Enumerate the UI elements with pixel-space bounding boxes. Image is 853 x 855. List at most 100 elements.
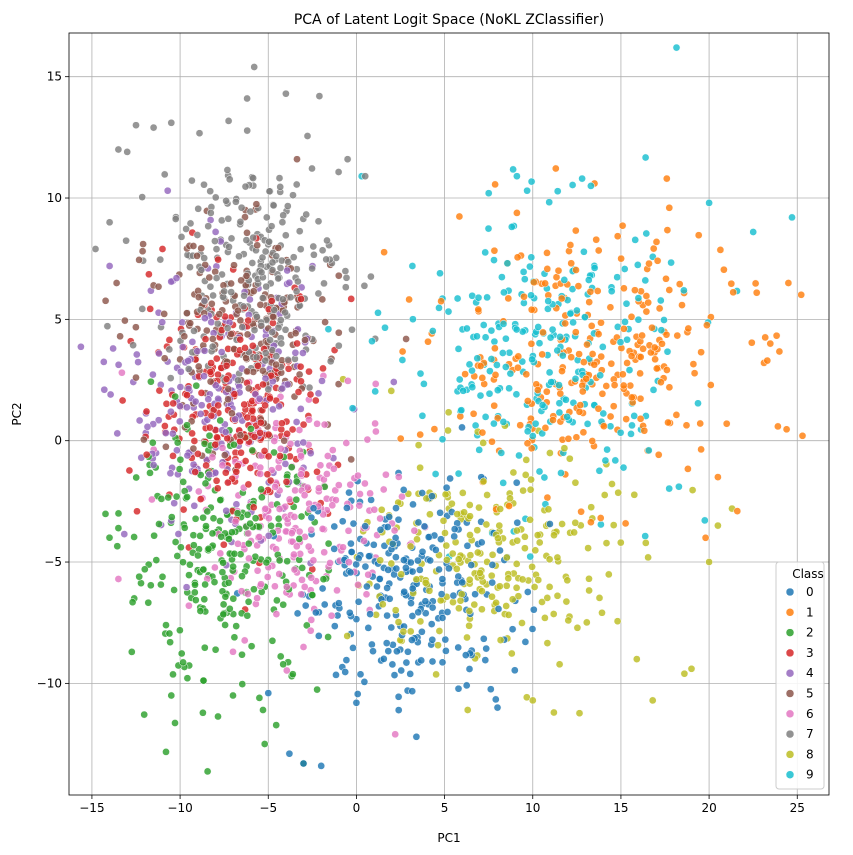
point-class-9	[657, 326, 666, 335]
point-class-1	[697, 445, 705, 454]
point-class-8	[513, 526, 521, 535]
point-class-1	[527, 305, 536, 314]
point-class-0	[409, 500, 417, 509]
point-class-1	[588, 437, 597, 445]
point-class-7	[257, 321, 266, 330]
point-class-3	[294, 388, 303, 396]
point-class-5	[162, 442, 170, 451]
point-class-1	[642, 307, 651, 316]
point-class-1	[572, 433, 581, 442]
y-tick-label: 15	[47, 70, 62, 84]
point-class-8	[466, 531, 474, 539]
point-class-2	[210, 578, 219, 586]
point-class-5	[228, 409, 236, 418]
point-class-8	[563, 576, 572, 585]
point-class-8	[495, 521, 504, 530]
point-class-7	[91, 245, 100, 253]
point-class-5	[160, 310, 169, 318]
point-class-4	[291, 348, 300, 357]
point-class-3	[194, 450, 202, 458]
point-class-7	[186, 263, 194, 272]
point-class-1	[663, 366, 671, 374]
point-class-5	[180, 332, 189, 341]
point-class-5	[101, 296, 110, 305]
point-class-0	[438, 614, 447, 622]
point-class-7	[105, 218, 114, 227]
point-class-1	[618, 370, 627, 379]
point-class-0	[420, 522, 429, 531]
point-class-9	[544, 297, 553, 305]
point-class-9	[545, 368, 554, 377]
point-class-7	[193, 231, 202, 239]
point-class-2	[238, 572, 246, 581]
point-class-9	[465, 360, 474, 369]
point-class-8	[531, 546, 540, 555]
point-class-7	[206, 209, 215, 217]
point-class-6	[309, 556, 318, 565]
point-class-1	[638, 331, 646, 340]
legend-marker-5	[785, 689, 795, 698]
point-class-3	[133, 507, 141, 516]
point-class-8	[518, 619, 526, 627]
x-tick-label: −10	[167, 801, 192, 815]
point-class-9	[454, 345, 463, 353]
point-class-3	[211, 440, 220, 449]
y-tick-label: 10	[47, 191, 62, 205]
point-class-2	[272, 721, 281, 729]
point-class-6	[307, 616, 316, 624]
point-class-0	[346, 568, 355, 577]
point-class-8	[399, 627, 408, 636]
point-class-8	[613, 617, 622, 626]
point-class-2	[230, 549, 239, 558]
point-class-7	[265, 237, 273, 246]
point-class-9	[535, 467, 544, 476]
point-class-6	[354, 580, 362, 589]
point-class-9	[474, 293, 483, 302]
point-class-8	[479, 477, 488, 486]
point-class-3	[244, 480, 253, 489]
point-class-1	[516, 421, 525, 430]
point-class-0	[449, 591, 458, 600]
point-class-1	[396, 434, 405, 443]
point-class-1	[491, 371, 500, 379]
point-class-2	[128, 598, 137, 607]
point-class-8	[545, 583, 554, 591]
point-class-1	[658, 339, 666, 348]
point-class-2	[192, 381, 201, 390]
point-class-7	[234, 376, 242, 385]
point-class-3	[205, 423, 214, 432]
point-class-7	[194, 204, 203, 213]
point-class-8	[458, 489, 467, 497]
point-class-1	[542, 387, 551, 396]
point-class-0	[454, 643, 463, 652]
point-class-7	[177, 233, 186, 241]
point-class-1	[582, 374, 591, 383]
point-class-4	[283, 380, 292, 389]
point-class-0	[441, 635, 450, 644]
point-class-2	[216, 496, 225, 504]
point-class-4	[166, 469, 175, 478]
point-class-7	[212, 245, 221, 253]
point-class-1	[579, 428, 588, 437]
point-class-3	[261, 401, 269, 410]
point-class-2	[148, 438, 157, 447]
point-class-6	[290, 513, 299, 521]
point-class-5	[237, 276, 245, 285]
point-class-2	[255, 694, 264, 702]
point-class-0	[407, 599, 415, 608]
point-class-2	[137, 579, 145, 588]
point-class-0	[418, 547, 427, 556]
point-class-3	[296, 362, 305, 371]
point-class-6	[292, 542, 301, 551]
point-class-9	[601, 456, 610, 465]
point-class-1	[549, 416, 557, 424]
point-class-7	[268, 266, 277, 274]
legend-title: Class	[792, 567, 824, 581]
point-class-0	[354, 597, 363, 606]
point-class-4	[184, 384, 193, 393]
point-class-3	[256, 418, 265, 427]
point-class-9	[526, 552, 535, 561]
point-class-2	[324, 633, 332, 641]
point-class-9	[562, 395, 570, 404]
point-class-4	[113, 429, 122, 438]
